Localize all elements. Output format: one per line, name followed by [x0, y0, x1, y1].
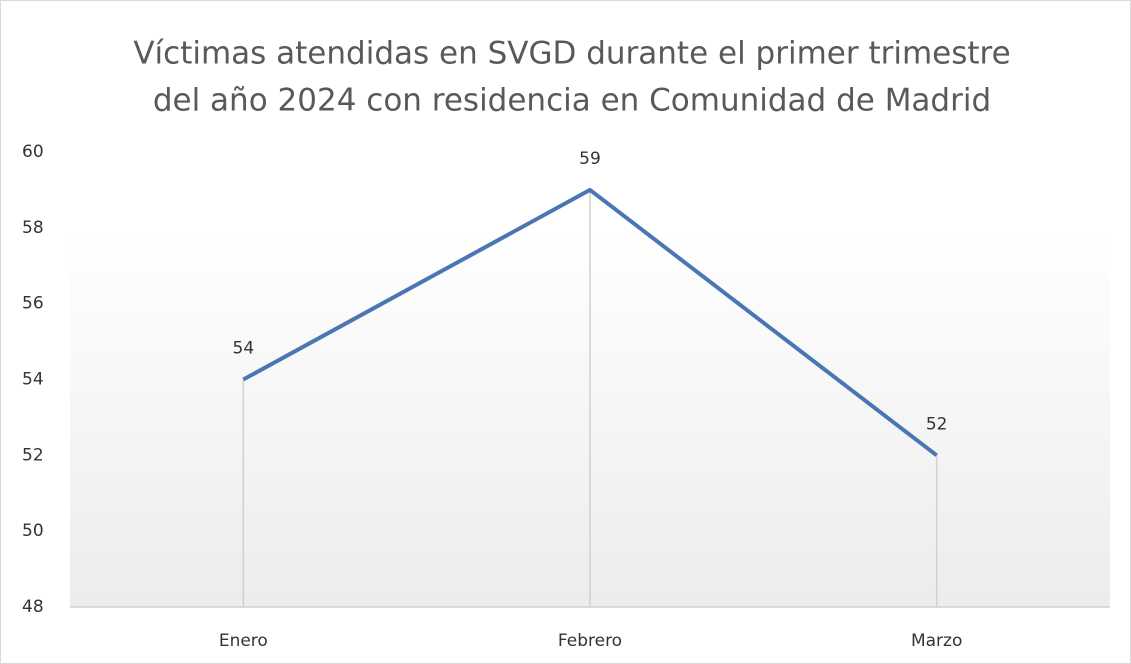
data-label: 54 — [233, 339, 255, 359]
chart-title: del año 2024 con residencia en Comunidad… — [153, 83, 991, 119]
y-tick-label: 58 — [22, 218, 44, 238]
y-tick-label: 52 — [22, 445, 44, 465]
y-tick-label: 56 — [22, 294, 44, 314]
chart-title: Víctimas atendidas en SVGD durante el pr… — [133, 36, 1010, 72]
line — [242, 187, 938, 457]
y-tick-label: 60 — [22, 142, 44, 162]
x-tick-label: Enero — [219, 631, 268, 651]
data-label: 52 — [926, 414, 948, 434]
y-tick-label: 54 — [22, 370, 44, 390]
y-tick-label: 48 — [22, 597, 44, 617]
x-tick-label: Febrero — [558, 631, 622, 651]
y-tick-label: 50 — [22, 521, 44, 541]
data-label: 59 — [579, 149, 601, 169]
x-tick-label: Marzo — [911, 631, 962, 651]
